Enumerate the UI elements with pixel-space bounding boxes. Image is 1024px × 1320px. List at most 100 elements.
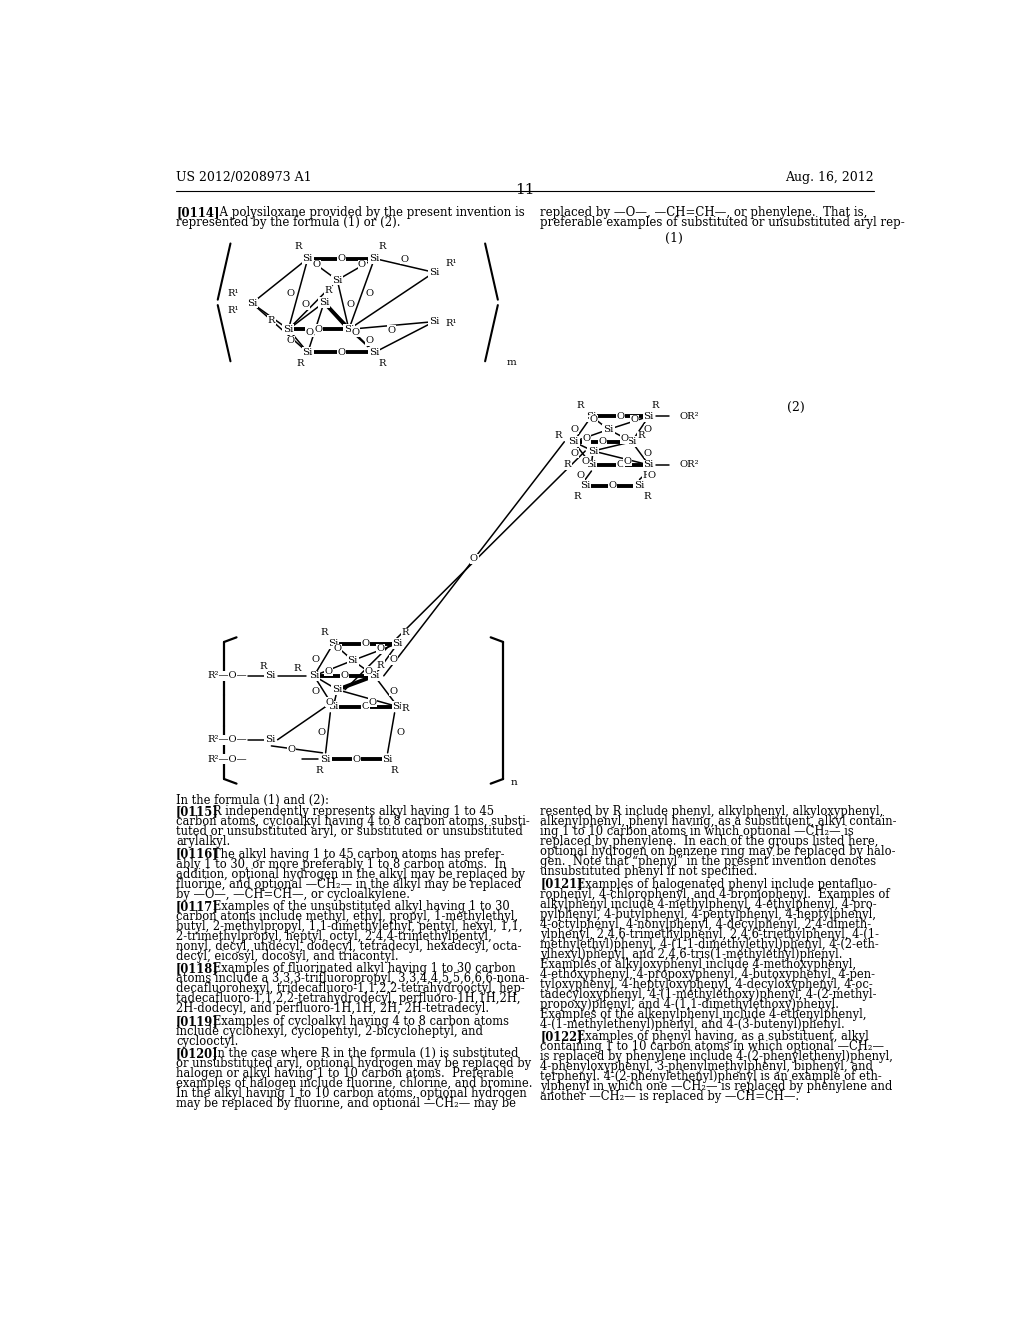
Text: R: R — [295, 242, 302, 251]
Text: R: R — [379, 242, 386, 251]
Text: Si: Si — [587, 461, 597, 470]
Text: R: R — [564, 461, 571, 470]
Text: O: O — [352, 755, 360, 763]
Text: tuted or unsubstituted aryl, or substituted or unsubstituted: tuted or unsubstituted aryl, or substitu… — [176, 825, 523, 838]
Text: R: R — [321, 628, 328, 638]
Text: [0119]: [0119] — [176, 1015, 219, 1028]
Text: pylphenyl, 4-butylphenyl, 4-pentylphenyl, 4-heptylphenyl,: pylphenyl, 4-butylphenyl, 4-pentylphenyl… — [541, 908, 877, 920]
Text: R: R — [577, 401, 585, 411]
Text: unsubstituted phenyl if not specified.: unsubstituted phenyl if not specified. — [541, 866, 758, 878]
Text: Aug. 16, 2012: Aug. 16, 2012 — [785, 172, 873, 185]
Text: R¹: R¹ — [445, 318, 457, 327]
Text: containing 1 to 10 carbon atoms in which optional —CH₂—: containing 1 to 10 carbon atoms in which… — [541, 1040, 885, 1053]
Text: In the case where R in the formula (1) is substituted: In the case where R in the formula (1) i… — [202, 1047, 518, 1060]
Text: ylphenyl in which one —CH₂— is replaced by phenylene and: ylphenyl in which one —CH₂— is replaced … — [541, 1080, 893, 1093]
Text: O: O — [361, 702, 370, 711]
Text: O: O — [337, 253, 345, 263]
Text: 4-(1-methylethenyl)phenyl, and 4-(3-butenyl)phenyl.: 4-(1-methylethenyl)phenyl, and 4-(3-bute… — [541, 1018, 845, 1031]
Text: Examples of the alkenylphenyl include 4-ethenylphenyl,: Examples of the alkenylphenyl include 4-… — [541, 1007, 866, 1020]
Text: O: O — [570, 449, 579, 458]
Text: O: O — [358, 260, 367, 269]
Text: R²—O—: R²—O— — [207, 755, 247, 763]
Text: O: O — [306, 327, 313, 337]
Text: O: O — [387, 326, 395, 334]
Text: ably 1 to 30, or more preferably 1 to 8 carbon atoms.  In: ably 1 to 30, or more preferably 1 to 8 … — [176, 858, 507, 871]
Text: [0122]: [0122] — [541, 1030, 583, 1043]
Text: R: R — [267, 315, 275, 325]
Text: O: O — [288, 744, 296, 754]
Text: addition, optional hydrogen in the alkyl may be replaced by: addition, optional hydrogen in the alkyl… — [176, 867, 525, 880]
Text: R: R — [401, 704, 410, 713]
Text: butyl, 2-methylpropyl, 1,1-dimethylethyl, pentyl, hexyl, 1,1,: butyl, 2-methylpropyl, 1,1-dimethylethyl… — [176, 920, 522, 933]
Text: Examples of halogenated phenyl include pentafluo-: Examples of halogenated phenyl include p… — [566, 878, 878, 891]
Text: Examples of cycloalkyl having 4 to 8 carbon atoms: Examples of cycloalkyl having 4 to 8 car… — [202, 1015, 509, 1028]
Text: Si: Si — [588, 446, 598, 455]
Text: Si: Si — [644, 461, 654, 470]
Text: may be replaced by fluorine, and optional —CH₂— may be: may be replaced by fluorine, and optiona… — [176, 1097, 516, 1110]
Text: The alkyl having 1 to 45 carbon atoms has prefer-: The alkyl having 1 to 45 carbon atoms ha… — [202, 847, 505, 861]
Text: 4-ethoxyphenyl, 4-propoxyphenyl, 4-butoxyphenyl, 4-pen-: 4-ethoxyphenyl, 4-propoxyphenyl, 4-butox… — [541, 968, 876, 981]
Text: O: O — [590, 416, 598, 424]
Text: O: O — [287, 289, 295, 298]
Text: alkylphenyl include 4-methylphenyl, 4-ethylphenyl, 4-pro-: alkylphenyl include 4-methylphenyl, 4-et… — [541, 898, 877, 911]
Text: Si: Si — [644, 412, 654, 421]
Text: [0117]: [0117] — [176, 900, 219, 913]
Text: R: R — [651, 401, 658, 411]
Text: O: O — [616, 461, 625, 470]
Text: R: R — [315, 766, 324, 775]
Text: Si: Si — [347, 656, 358, 665]
Text: 11: 11 — [515, 183, 535, 197]
Text: Si: Si — [634, 482, 645, 490]
Text: Si: Si — [429, 268, 439, 277]
Text: Si: Si — [332, 685, 342, 694]
Text: R: R — [260, 663, 267, 671]
Text: O: O — [577, 471, 585, 479]
Text: Si: Si — [321, 755, 331, 763]
Text: In the formula (1) and (2):: In the formula (1) and (2): — [176, 793, 329, 807]
Text: Si: Si — [318, 298, 330, 306]
Text: Si: Si — [429, 317, 439, 326]
Text: O: O — [396, 729, 404, 738]
Text: Si: Si — [344, 325, 354, 334]
Text: O: O — [325, 667, 333, 676]
Text: decyl, eicosyl, docosyl, and triacontyl.: decyl, eicosyl, docosyl, and triacontyl. — [176, 950, 398, 964]
Text: carbon atoms, cycloalkyl having 4 to 8 carbon atoms, substi-: carbon atoms, cycloalkyl having 4 to 8 c… — [176, 816, 529, 828]
Text: Si: Si — [264, 672, 275, 680]
Text: R independently represents alkyl having 1 to 45: R independently represents alkyl having … — [202, 805, 494, 818]
Text: cyclooctyl.: cyclooctyl. — [176, 1035, 239, 1048]
Text: examples of halogen include fluorine, chlorine, and bromine.: examples of halogen include fluorine, ch… — [176, 1077, 532, 1090]
Text: rophenyl, 4-chlorophenyl, and 4-bromophenyl.  Examples of: rophenyl, 4-chlorophenyl, and 4-bromophe… — [541, 887, 890, 900]
Text: 4-octylphenyl, 4-nonylphenyl, 4-decylphenyl, 2,4-dimeth-: 4-octylphenyl, 4-nonylphenyl, 4-decylphe… — [541, 917, 871, 931]
Text: atoms include a 3,3,3-trifluoropropyl, 3,3,4,4,5,5,6,6,6-nona-: atoms include a 3,3,3-trifluoropropyl, 3… — [176, 973, 529, 985]
Text: ylhexyl)phenyl, and 2,4,6-tris(1-methylethyl)phenyl.: ylhexyl)phenyl, and 2,4,6-tris(1-methyle… — [541, 948, 843, 961]
Text: A polysiloxane provided by the present invention is: A polysiloxane provided by the present i… — [212, 206, 524, 219]
Text: optional hydrogen on benzene ring may be replaced by halo-: optional hydrogen on benzene ring may be… — [541, 845, 896, 858]
Text: tyloxyphenyl, 4-heptyloxyphenyl, 4-decyloxyphenyl, 4-oc-: tyloxyphenyl, 4-heptyloxyphenyl, 4-decyl… — [541, 978, 873, 991]
Text: O: O — [312, 260, 321, 269]
Text: R: R — [390, 766, 397, 775]
Text: O: O — [470, 554, 478, 564]
Text: O: O — [334, 644, 342, 653]
Text: O: O — [583, 434, 591, 444]
Text: O: O — [400, 255, 409, 264]
Text: (2): (2) — [786, 401, 805, 414]
Text: O: O — [365, 667, 373, 676]
Text: ing 1 to 10 carbon atoms in which optional —CH₂— is: ing 1 to 10 carbon atoms in which option… — [541, 825, 854, 838]
Text: O: O — [301, 300, 309, 309]
Text: Si: Si — [587, 412, 597, 421]
Text: Si: Si — [370, 253, 380, 263]
Text: [0115]: [0115] — [176, 805, 219, 818]
Text: O: O — [312, 686, 319, 696]
Text: O: O — [340, 672, 348, 680]
Text: O: O — [644, 449, 652, 458]
Text: terphenyl. 4-(2-phenylethenyl)phenyl is an example of eth-: terphenyl. 4-(2-phenylethenyl)phenyl is … — [541, 1071, 882, 1084]
Text: Si: Si — [328, 639, 339, 648]
Text: Examples of alkyloxyphenyl include 4-methoxyphenyl,: Examples of alkyloxyphenyl include 4-met… — [541, 958, 856, 970]
Text: O: O — [644, 425, 652, 433]
Text: O: O — [326, 697, 334, 706]
Text: is replaced by phenylene include 4-(2-phenylethenyl)phenyl,: is replaced by phenylene include 4-(2-ph… — [541, 1051, 893, 1063]
Text: [0120]: [0120] — [176, 1047, 218, 1060]
Text: 4-phenyloxyphenyl, 3-phenylmethylphenyl, biphenyl, and: 4-phenyloxyphenyl, 3-phenylmethylphenyl,… — [541, 1060, 873, 1073]
Text: Si: Si — [392, 702, 402, 711]
Text: ylphenyl, 2,4,6-trimethylphenyl, 2,4,6-triethylphenyl, 4-(1-: ylphenyl, 2,4,6-trimethylphenyl, 2,4,6-t… — [541, 928, 880, 941]
